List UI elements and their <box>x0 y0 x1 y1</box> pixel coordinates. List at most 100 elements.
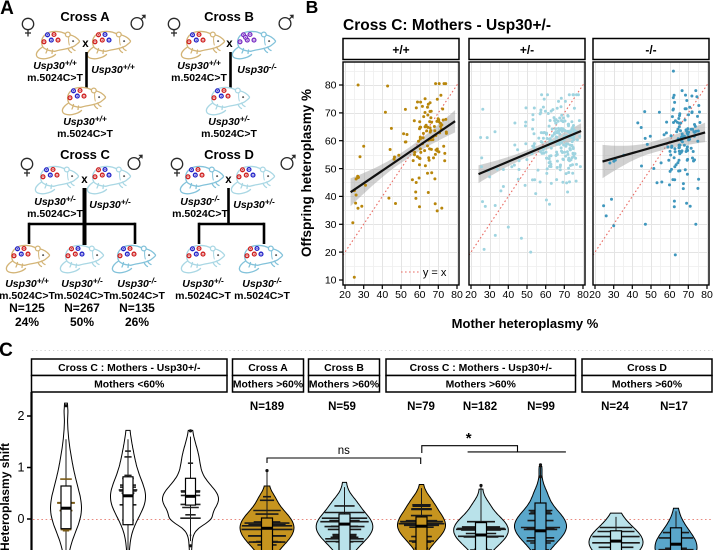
svg-text:m.5024C>T: m.5024C>T <box>54 290 110 302</box>
svg-text:70: 70 <box>325 108 337 120</box>
svg-text:N=182: N=182 <box>463 401 497 413</box>
svg-text:40: 40 <box>376 289 388 301</box>
svg-text:x: x <box>225 174 232 186</box>
svg-text:Usp30-/-: Usp30-/- <box>117 276 157 291</box>
svg-text:x: x <box>226 38 233 50</box>
svg-text:Usp30-/-: Usp30-/- <box>237 62 277 77</box>
svg-text:Usp30+/-: Usp30+/- <box>89 197 131 212</box>
svg-text:Usp30-/-: Usp30-/- <box>180 194 220 209</box>
svg-text:Usp30+/-: Usp30+/- <box>208 114 250 129</box>
svg-text:m.5024C>T: m.5024C>T <box>234 290 290 302</box>
svg-text:60: 60 <box>325 135 337 147</box>
svg-text:60: 60 <box>414 289 426 301</box>
svg-text:50: 50 <box>395 289 407 301</box>
svg-text:m.5024C>T: m.5024C>T <box>201 128 257 140</box>
svg-text:N=59: N=59 <box>328 401 356 413</box>
svg-text:Cross B: Cross B <box>204 9 254 24</box>
svg-text:N=17: N=17 <box>660 401 688 413</box>
svg-text:Cross C : Mothers - Usp30+/-: Cross C : Mothers - Usp30+/- <box>58 363 201 374</box>
svg-text:Usp30+/+: Usp30+/+ <box>177 58 221 73</box>
svg-text:Usp30+/+: Usp30+/+ <box>5 276 49 291</box>
svg-text:Mother heteroplasmy %: Mother heteroplasmy % <box>452 316 599 331</box>
svg-text:N=189: N=189 <box>250 401 284 413</box>
svg-text:m.5024C>T: m.5024C>T <box>57 128 113 140</box>
svg-text:2: 2 <box>18 409 25 423</box>
svg-text:x: x <box>81 174 88 186</box>
svg-text:80: 80 <box>325 80 337 92</box>
svg-text:ns: ns <box>338 445 350 457</box>
svg-text:60: 60 <box>540 289 552 301</box>
svg-text:10: 10 <box>325 275 337 287</box>
svg-text:80: 80 <box>577 289 589 301</box>
svg-text:50: 50 <box>325 163 337 175</box>
svg-text:Mothers >60%: Mothers >60% <box>446 380 516 391</box>
svg-text:Cross B: Cross B <box>324 363 364 374</box>
svg-text:Normalized Heteroplasmy shift: Normalized Heteroplasmy shift <box>0 443 12 550</box>
svg-text:Usp30+/+: Usp30+/+ <box>63 114 107 129</box>
svg-text:N=135: N=135 <box>119 301 155 315</box>
svg-text:m.5024C>T: m.5024C>T <box>109 290 165 302</box>
svg-text:N=125: N=125 <box>9 301 45 315</box>
svg-text:40: 40 <box>626 289 638 301</box>
svg-text:30: 30 <box>484 289 496 301</box>
svg-text:N=24: N=24 <box>601 401 629 413</box>
svg-text:30: 30 <box>358 289 370 301</box>
svg-text:26%: 26% <box>125 315 149 329</box>
svg-text:m.5024C>T: m.5024C>T <box>27 72 83 84</box>
svg-text:Usp30+/-: Usp30+/- <box>34 194 76 209</box>
svg-text:20: 20 <box>325 247 337 259</box>
svg-text:Usp30+/+: Usp30+/+ <box>33 58 77 73</box>
svg-text:Usp30-/-: Usp30-/- <box>242 276 282 291</box>
svg-text:B: B <box>306 0 319 17</box>
svg-text:Mothers >60%: Mothers >60% <box>233 380 303 391</box>
svg-text:+/-: +/- <box>520 43 534 57</box>
svg-text:20: 20 <box>339 289 351 301</box>
svg-text:80: 80 <box>701 289 713 301</box>
svg-text:*: * <box>466 430 472 447</box>
svg-text:30: 30 <box>608 289 620 301</box>
svg-text:N=267: N=267 <box>64 301 100 315</box>
svg-text:30: 30 <box>325 219 337 231</box>
svg-text:24%: 24% <box>15 315 39 329</box>
svg-text:60: 60 <box>664 289 676 301</box>
svg-text:1: 1 <box>18 461 25 475</box>
svg-text:40: 40 <box>325 191 337 203</box>
svg-text:Cross C : Mothers - Usp30+/-: Cross C : Mothers - Usp30+/- <box>410 363 553 374</box>
svg-text:m.5024C>T: m.5024C>T <box>171 72 227 84</box>
svg-text:Offspring heteroplasmy %: Offspring heteroplasmy % <box>299 89 314 257</box>
svg-text:50: 50 <box>521 289 533 301</box>
svg-text:m.5024C>T: m.5024C>T <box>175 290 231 302</box>
svg-text:40: 40 <box>502 289 514 301</box>
svg-text:70: 70 <box>682 289 694 301</box>
svg-text:Mothers >60%: Mothers >60% <box>612 380 682 391</box>
svg-text:20: 20 <box>465 289 477 301</box>
svg-text:+/+: +/+ <box>392 43 409 57</box>
svg-text:50: 50 <box>645 289 657 301</box>
svg-text:m.5024C>T: m.5024C>T <box>0 290 55 302</box>
svg-text:Cross C: Mothers - Usp30+/-: Cross C: Mothers - Usp30+/- <box>343 17 551 34</box>
svg-text:50%: 50% <box>70 315 94 329</box>
svg-text:Cross D: Cross D <box>627 363 667 374</box>
svg-text:70: 70 <box>432 289 444 301</box>
svg-text:Usp30+/-: Usp30+/- <box>61 276 103 291</box>
svg-text:Usp30+/-: Usp30+/- <box>233 197 275 212</box>
svg-text:70: 70 <box>558 289 570 301</box>
svg-text:-/-: -/- <box>645 43 656 57</box>
svg-text:0: 0 <box>18 512 25 526</box>
svg-text:Usp30+/+: Usp30+/+ <box>91 62 135 77</box>
svg-text:Cross A: Cross A <box>60 9 110 24</box>
svg-text:Usp30+/-: Usp30+/- <box>182 276 224 291</box>
svg-text:Cross D: Cross D <box>204 147 254 162</box>
svg-text:Cross A: Cross A <box>248 363 288 374</box>
svg-text:20: 20 <box>589 289 601 301</box>
svg-text:m.5024C>T: m.5024C>T <box>172 208 228 220</box>
svg-text:Mothers <60%: Mothers <60% <box>94 380 164 391</box>
svg-text:80: 80 <box>451 289 463 301</box>
svg-text:y = x: y = x <box>423 267 447 279</box>
svg-text:m.5024C>T: m.5024C>T <box>27 208 83 220</box>
svg-text:N=99: N=99 <box>527 401 555 413</box>
svg-text:Mothers >60%: Mothers >60% <box>309 380 379 391</box>
svg-text:C: C <box>0 340 13 361</box>
svg-text:x: x <box>82 38 89 50</box>
svg-text:Cross C: Cross C <box>60 147 110 162</box>
